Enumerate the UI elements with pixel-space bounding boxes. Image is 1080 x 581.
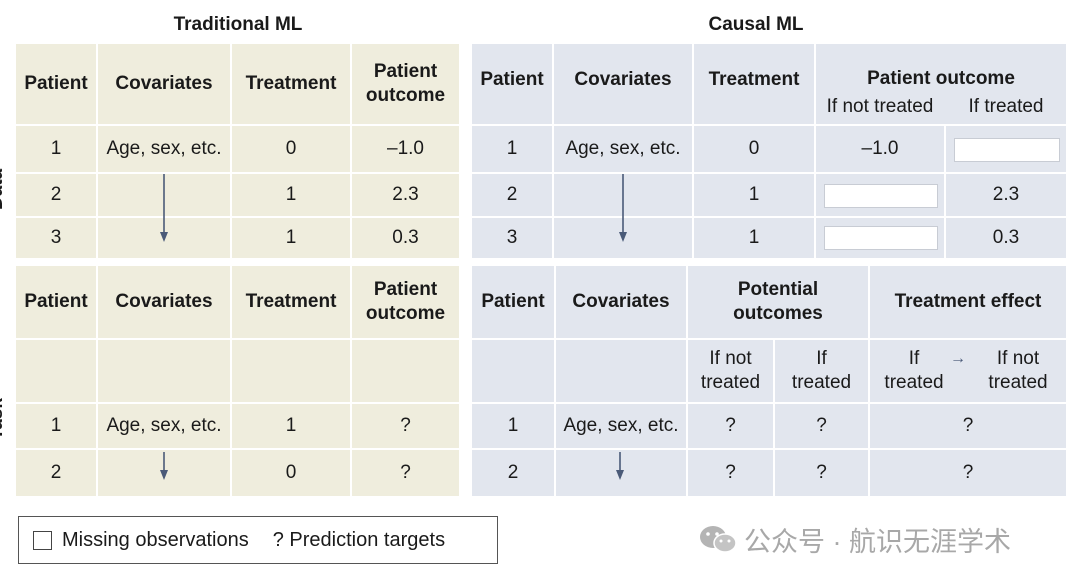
task-row-1-covariates: Age, sex, etc. (563, 415, 679, 436)
header-if-treated: If treated (791, 348, 852, 393)
watermark: 公众号 · 航识无涯学术 (698, 520, 1011, 559)
effect-if-treated: If treated (884, 348, 944, 393)
task-row-1-outcome: ? (400, 415, 411, 436)
header-if-not-treated: If not treated (700, 348, 761, 393)
down-arrow-icon (616, 452, 624, 480)
header-patient-outcome: Patient outcome (365, 61, 446, 106)
row-1-if-not-treated: –1.0 (861, 138, 899, 159)
row-3-outcome: 0.3 (392, 227, 419, 248)
header-covariates: Covariates (115, 73, 213, 94)
side-label-data: Data (0, 168, 7, 210)
header-patient: Patient (481, 291, 545, 312)
watermark-text: 公众号 · 航识无涯学术 (744, 527, 1011, 557)
task-row-1-patient: 1 (507, 415, 519, 436)
causal-ml-title: Causal ML (708, 14, 804, 35)
down-arrow-icon (160, 174, 168, 242)
right-arrow-icon: → (950, 350, 966, 367)
legend-targets: ? Prediction targets (272, 528, 446, 551)
task-row-1-if-treated: ? (816, 415, 827, 436)
row-3-treatment: 1 (285, 227, 297, 248)
traditional-ml-title: Traditional ML (173, 14, 303, 35)
task-row-1-if-not-treated: ? (725, 415, 736, 436)
header-patient: Patient (480, 69, 544, 90)
causal-data-table: Patient Covariates Treatment Patient out… (472, 44, 1066, 258)
row-3-patient: 3 (506, 227, 518, 248)
row-1-patient: 1 (506, 138, 518, 159)
row-3-if-treated: 0.3 (992, 227, 1020, 248)
header-covariates: Covariates (115, 291, 213, 312)
header-patient-outcome: Patient out​come (867, 68, 1015, 89)
header-if-treated: If treated (968, 96, 1044, 117)
header-treatment-effect: Treatment effect (894, 291, 1042, 312)
row-2-patient: 2 (506, 184, 518, 205)
task-row-2-if-treated: ? (816, 462, 827, 483)
wechat-icon (700, 525, 737, 553)
task-row-1-patient: 1 (50, 415, 62, 436)
down-arrow-icon (160, 452, 168, 480)
task-row-2-patient: 2 (50, 462, 62, 483)
header-covariates: Covariates (572, 291, 670, 312)
task-row-1-treatment: 1 (285, 415, 297, 436)
header-covariates: Covariates (574, 69, 672, 90)
traditional-data-table: Patient Covariates Treatment Patient out… (16, 44, 459, 258)
header-if-not-treated: If not treated (826, 96, 934, 117)
legend: Missing observations ? Prediction target… (18, 516, 498, 564)
side-label-task: Task (0, 398, 7, 440)
row-2-treatment: 1 (748, 184, 760, 205)
missing-observation-box (824, 184, 938, 208)
row-3-patient: 3 (50, 227, 62, 248)
legend-missing: Missing observations (62, 528, 249, 551)
causal-task-table: Patient Covariates Potential outcomes Tr… (472, 266, 1066, 496)
traditional-task-table: Patient Covariates Treatment Patient out… (16, 266, 459, 496)
missing-observation-box (824, 226, 938, 250)
row-3-treatment: 1 (748, 227, 760, 248)
row-2-if-treated: 2.3 (992, 184, 1020, 205)
task-row-1-effect: ? (962, 415, 974, 436)
header-patient: Patient (24, 291, 88, 312)
row-1-covariates: Age, sex, etc. (106, 138, 222, 159)
row-1-treatment: 0 (285, 138, 297, 159)
task-row-2-outcome: ? (400, 462, 411, 483)
header-treatment: Treatment (245, 73, 337, 94)
header-patient-outcome: Patient outcome (365, 279, 446, 324)
missing-square-icon (33, 530, 52, 550)
row-2-treatment: 1 (285, 184, 297, 205)
row-1-patient: 1 (50, 138, 62, 159)
task-row-2-patient: 2 (507, 462, 519, 483)
task-row-2-if-not-treated: ? (725, 462, 736, 483)
row-1-covariates: Age, sex, etc. (565, 138, 681, 159)
header-treatment: Treatment (708, 69, 800, 90)
row-1-outcome: –1.0 (387, 138, 424, 159)
header-patient: Patient (24, 73, 88, 94)
task-row-2-treatment: 0 (285, 462, 297, 483)
task-row-1-covariates: Age, sex, etc. (106, 415, 222, 436)
header-treatment: Treatment (245, 291, 337, 312)
task-row-2-effect: ? (962, 462, 974, 483)
row-1-treatment: 0 (748, 138, 760, 159)
effect-if-not-treated: If not treated (988, 348, 1048, 393)
row-2-patient: 2 (50, 184, 62, 205)
down-arrow-icon (619, 174, 627, 242)
header-potential-outcomes: Potential outcomes (733, 279, 823, 324)
missing-observation-box (954, 138, 1060, 162)
row-2-outcome: 2.3 (392, 184, 419, 205)
